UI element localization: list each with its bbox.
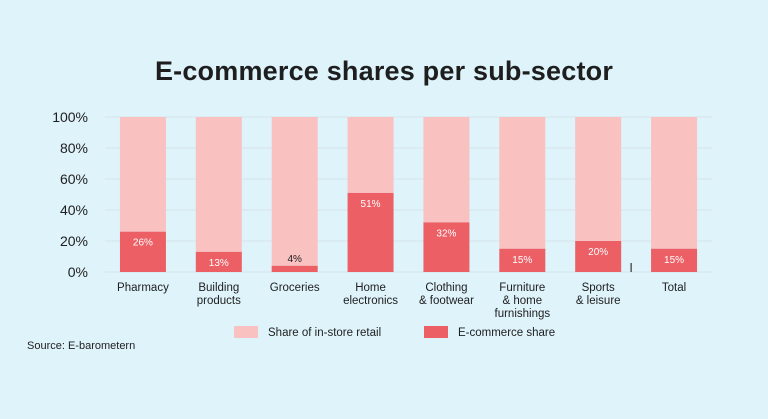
y-tick-label: 100%	[52, 109, 88, 125]
bar-ecommerce	[195, 251, 242, 272]
bar-instore	[651, 117, 698, 249]
bar-ecommerce	[575, 241, 622, 272]
legend: Share of in-store retail E-commerce share	[234, 326, 555, 339]
x-tick-label: & leisure	[576, 295, 621, 307]
bar-ecommerce	[347, 192, 394, 272]
x-tick-label: Pharmacy	[117, 282, 169, 294]
bar-instore	[499, 117, 546, 249]
bar-instore	[347, 117, 394, 193]
x-tick-label: furnishings	[495, 308, 551, 320]
legend-swatch	[424, 326, 448, 338]
bar-ecommerce	[499, 248, 546, 272]
y-tick-label: 0%	[68, 264, 88, 280]
bar-ecommerce	[271, 265, 318, 272]
x-tick-label: Clothing	[425, 282, 467, 294]
data-label: 32%	[436, 228, 456, 239]
bar-ecommerce	[651, 248, 698, 272]
x-tick-label: Furniture	[499, 282, 545, 294]
x-tick-label: Sports	[582, 282, 615, 294]
data-label: 13%	[209, 258, 229, 269]
bar-instore	[119, 117, 166, 232]
x-tick-label: Building	[198, 282, 239, 294]
y-tick-label: 80%	[60, 140, 88, 156]
bar-ecommerce	[423, 222, 470, 272]
chart-title: E-commerce shares per sub-sector	[154, 56, 614, 86]
x-tick-label: & footwear	[419, 295, 474, 307]
data-label: 26%	[133, 238, 153, 249]
x-tick-label: products	[197, 295, 241, 307]
source-note: Source: E-barometern	[27, 340, 136, 352]
x-tick-label: Home	[355, 282, 386, 294]
x-tick-label: Total	[662, 282, 686, 294]
bar-instore	[423, 117, 470, 223]
legend-label: Share of in-store retail	[268, 327, 381, 339]
x-tick-label: electronics	[343, 295, 398, 307]
bars: 26% 13% 4% 51% 32% 15% 20% 15%	[119, 117, 698, 272]
y-tick-label: 20%	[60, 233, 88, 249]
data-label: 15%	[664, 255, 684, 266]
data-label: 51%	[361, 199, 381, 210]
data-label: 15%	[512, 255, 532, 266]
y-axis: 0% 20% 40% 60% 80% 100%	[52, 109, 88, 280]
bar-instore	[575, 117, 622, 241]
legend-label: E-commerce share	[458, 327, 555, 339]
x-tick-label: Groceries	[270, 282, 320, 294]
y-tick-label: 40%	[60, 202, 88, 218]
legend-swatch	[234, 326, 258, 338]
bar-instore	[195, 117, 242, 252]
y-tick-label: 60%	[60, 171, 88, 187]
data-label: 4%	[287, 254, 302, 265]
x-tick-label: & home	[502, 295, 542, 307]
bar-ecommerce	[119, 231, 166, 272]
data-label: 20%	[588, 247, 608, 258]
bar-instore	[271, 117, 318, 266]
